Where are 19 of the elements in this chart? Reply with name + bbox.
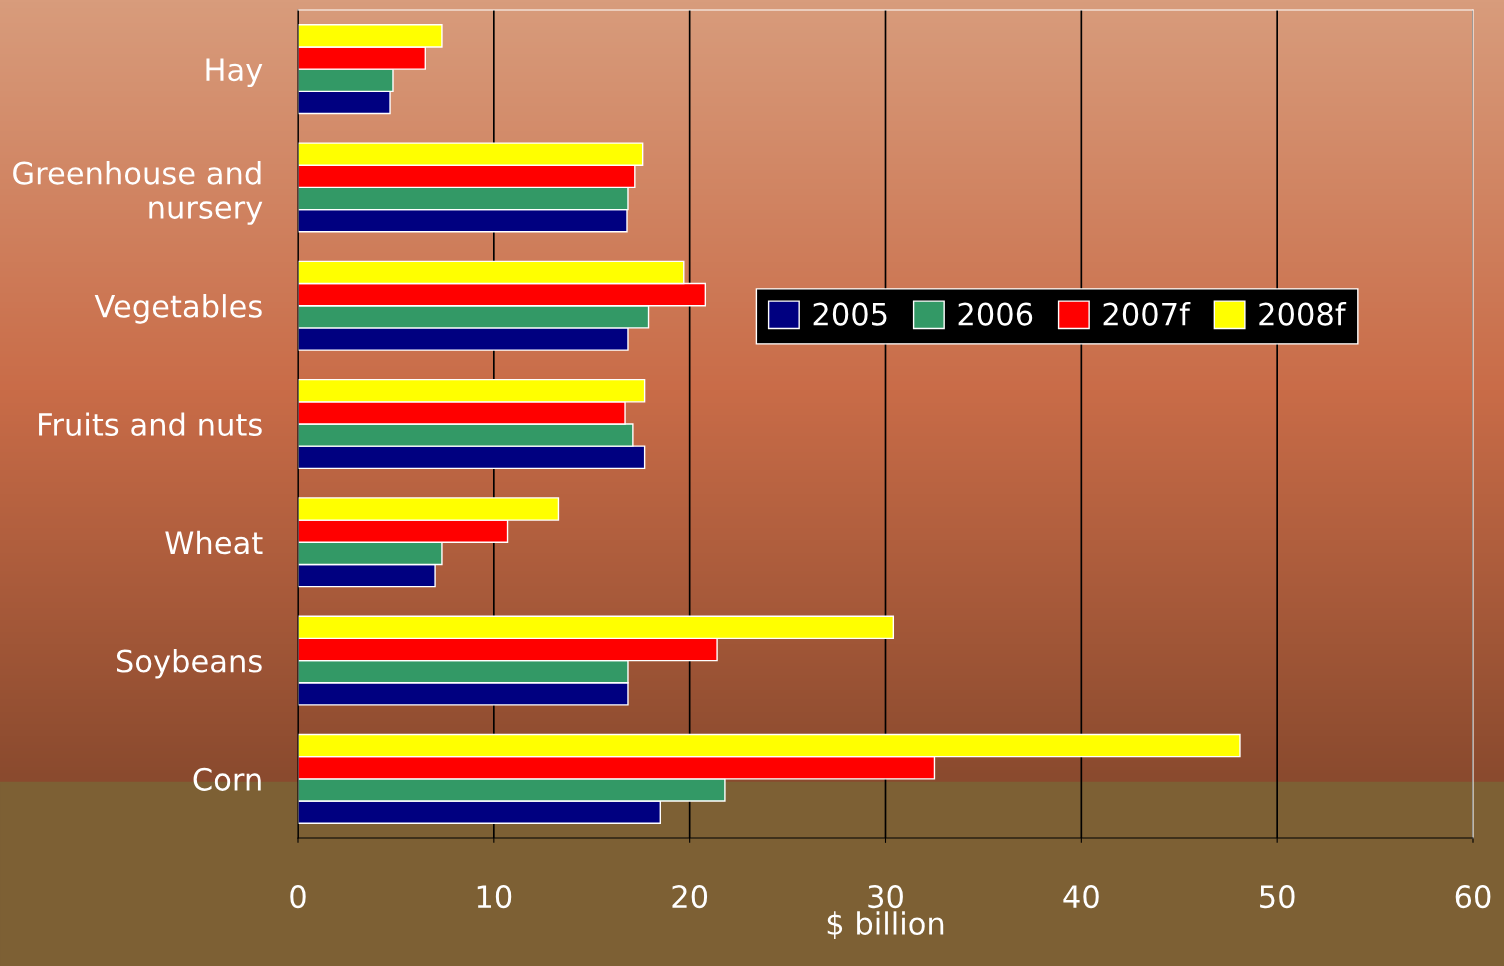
legend-label: 2006 — [958, 302, 1033, 326]
y-tick-label: Corn — [193, 767, 261, 791]
y-tick-label: Wheat — [165, 530, 263, 555]
x-tick-label: 0 — [290, 885, 306, 909]
x-tick-label: 40 — [1063, 885, 1099, 909]
legend-label: 2005 — [813, 302, 887, 326]
y-tick-label: Vegetables — [94, 294, 262, 324]
y-tick-label: Fruits and nuts — [39, 412, 262, 437]
x-tick-label: 50 — [1260, 885, 1295, 909]
legend-label: 2007f — [1103, 302, 1191, 326]
x-tick-label: 60 — [1455, 885, 1491, 909]
y-tick-label: Greenhouse and nursery — [13, 161, 263, 225]
y-tick-label: Hay — [206, 58, 263, 88]
x-tick-label: 10 — [477, 885, 512, 909]
x-tick-label: 30 — [868, 885, 903, 909]
y-tick-label: Soybeans — [116, 648, 262, 679]
legend-label: 2008f — [1259, 302, 1347, 326]
x-tick-label: 20 — [672, 885, 708, 909]
x-axis-title: $ billion — [827, 911, 944, 940]
